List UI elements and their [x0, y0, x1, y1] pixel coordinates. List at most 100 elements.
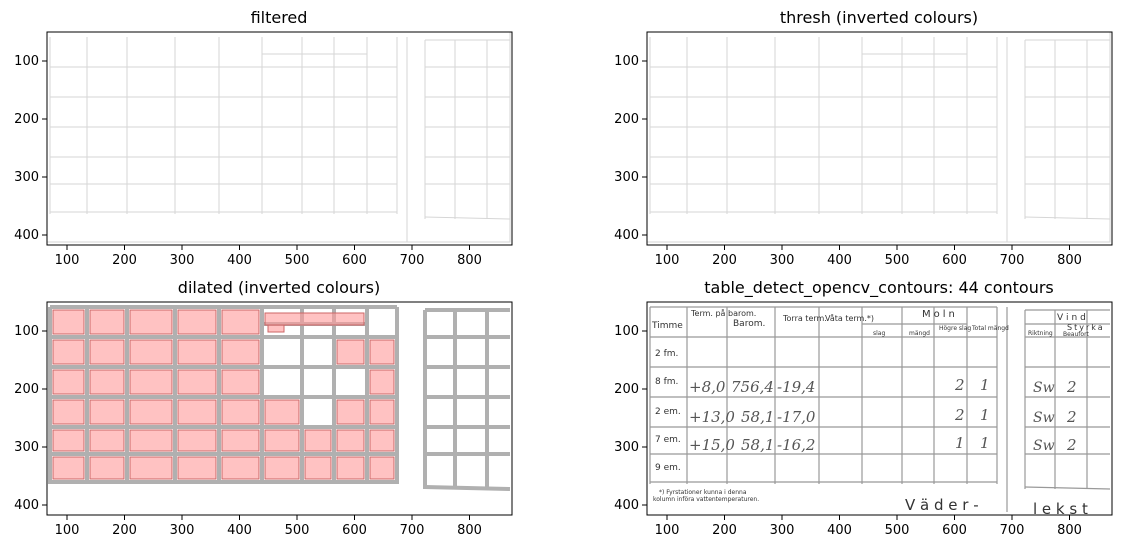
x-tick-label: 100 — [55, 523, 80, 538]
form-header-vata-term: Våta term.*) — [825, 313, 874, 323]
form-footnote-line1: *) Fyrstationer kunna i denna — [659, 489, 747, 496]
x-tick-label: 100 — [55, 253, 80, 268]
x-tick-label: 200 — [112, 523, 137, 538]
form-header-vind: Vind — [1057, 313, 1089, 323]
x-tick-label: 800 — [1057, 253, 1082, 268]
svg-text:Sw: Sw — [1033, 438, 1055, 454]
contour-box — [89, 456, 125, 480]
y-tick-label: 300 — [14, 170, 39, 185]
panel-filtered: filtered 100 200 300 400 500 600 700 800 100 200… — [14, 8, 513, 268]
panel-thresh: thresh (inverted colours) 100 200 300 400 50… — [614, 8, 1113, 268]
y-tick-label: 300 — [614, 170, 639, 185]
x-tick-label: 100 — [655, 253, 680, 268]
contour-box — [264, 456, 300, 480]
svg-text:2: 2 — [1066, 408, 1077, 426]
contour-box — [52, 399, 85, 425]
contour-box — [129, 399, 173, 425]
contour-box — [89, 429, 125, 452]
contour-boxes — [52, 309, 395, 480]
x-axis-thresh: 100 200 300 400 500 600 700 800 — [655, 245, 1082, 268]
form-row-2fm: 2 fm. — [655, 349, 678, 359]
svg-text:58,1: 58,1 — [741, 408, 774, 426]
x-axis-filtered: 100 200 300 400 500 600 700 800 — [55, 245, 482, 268]
x-tick-label: 600 — [342, 253, 367, 268]
x-tick-label: 500 — [285, 253, 310, 268]
svg-text:1: 1 — [980, 406, 990, 424]
form-bottom-text-lekst: l e k s t — [1033, 500, 1088, 518]
x-tick-label: 400 — [227, 253, 252, 268]
svg-text:Sw: Sw — [1033, 410, 1055, 426]
contour-box — [177, 399, 217, 425]
contour-box — [129, 339, 173, 365]
panel-dilated: dilated (inverted colours) 100 200 300 400 5… — [14, 278, 513, 538]
y-tick-label: 300 — [14, 440, 39, 455]
y-tick-label: 100 — [14, 324, 39, 339]
form-header-timme: Timme — [651, 321, 683, 331]
handwriting-row-2em: +13,0 58,1 -17,0 2 1 Sw 2 — [689, 406, 1077, 426]
contour-box — [221, 339, 260, 365]
contour-box — [369, 369, 395, 395]
y-tick-label: 400 — [614, 228, 639, 243]
contour-box — [304, 456, 332, 480]
x-tick-label: 300 — [170, 523, 195, 538]
y-tick-label: 200 — [14, 382, 39, 397]
y-tick-label: 100 — [614, 324, 639, 339]
x-tick-label: 200 — [712, 523, 737, 538]
y-axis-thresh: 100 200 300 400 — [614, 54, 647, 243]
form-header-hogre-slag: Högre slag — [939, 325, 971, 332]
x-tick-label: 400 — [827, 523, 852, 538]
contour-box — [369, 399, 395, 425]
contour-box — [264, 399, 300, 425]
contour-box — [129, 369, 173, 395]
contour-box — [177, 339, 217, 365]
contour-box — [177, 369, 217, 395]
y-tick-label: 200 — [614, 382, 639, 397]
contour-box — [52, 369, 85, 395]
contour-box — [267, 324, 285, 333]
x-tick-label: 400 — [227, 523, 252, 538]
contour-box — [89, 309, 125, 335]
contour-box — [336, 399, 365, 425]
form-row-8fm: 8 fm. — [655, 377, 678, 387]
contour-box — [369, 456, 395, 480]
x-tick-label: 800 — [1057, 523, 1082, 538]
image-thresh — [646, 31, 1111, 243]
form-header-styrka: Styrka — [1067, 323, 1105, 332]
contour-box — [177, 429, 217, 452]
y-axis-filtered: 100 200 300 400 — [14, 54, 47, 243]
contour-box — [89, 339, 125, 365]
x-tick-label: 800 — [457, 253, 482, 268]
form-header-riktning: Riktning — [1028, 330, 1053, 337]
contour-box — [129, 429, 173, 452]
svg-text:2: 2 — [954, 406, 965, 424]
x-tick-label: 200 — [712, 253, 737, 268]
axes-frame-thresh — [646, 31, 1113, 246]
form-header-term-pa-barom: Term. på barom. — [690, 308, 756, 318]
x-tick-label: 300 — [770, 523, 795, 538]
x-tick-label: 600 — [342, 523, 367, 538]
x-tick-label: 100 — [655, 523, 680, 538]
contour-box — [52, 456, 85, 480]
axes-frame-filtered — [46, 31, 513, 246]
y-tick-label: 200 — [614, 112, 639, 127]
form-header-moln: Moln — [922, 309, 958, 320]
contour-box — [221, 456, 260, 480]
contour-box — [369, 339, 395, 365]
panel-title-contours: table_detect_opencv_contours: 44 contour… — [704, 278, 1054, 298]
contour-box — [221, 309, 260, 335]
x-tick-label: 500 — [285, 523, 310, 538]
contour-box — [221, 369, 260, 395]
svg-text:-19,4: -19,4 — [777, 378, 815, 396]
y-tick-label: 100 — [14, 54, 39, 69]
svg-text:-16,2: -16,2 — [777, 436, 815, 454]
contour-box — [89, 369, 125, 395]
handwriting-row-7em: +15,0 58,1 -16,2 1 1 Sw 2 — [689, 434, 1077, 454]
contour-box — [177, 456, 217, 480]
svg-text:-17,0: -17,0 — [777, 408, 816, 426]
contour-box — [304, 429, 332, 452]
panel-title-thresh: thresh (inverted colours) — [780, 8, 978, 27]
panel-contours: table_detect_opencv_contours: 44 contour… — [614, 278, 1113, 538]
x-tick-label: 200 — [112, 253, 137, 268]
x-tick-label: 700 — [1000, 523, 1025, 538]
